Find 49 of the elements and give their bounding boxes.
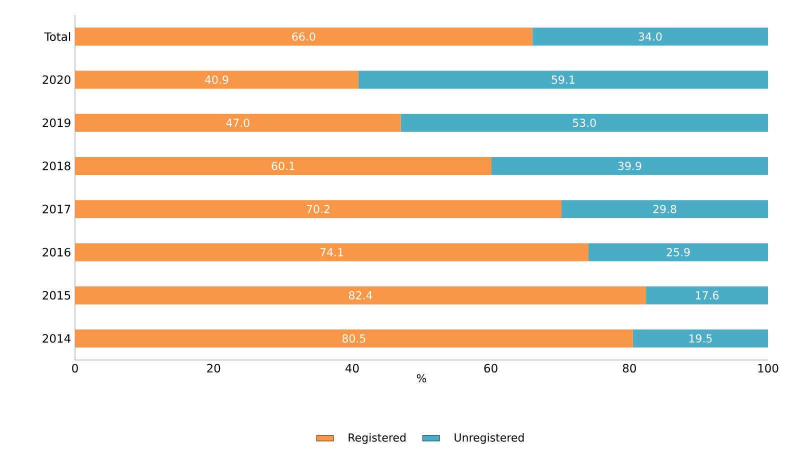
y-tick-label: 2019	[42, 118, 70, 128]
bar	[646, 286, 768, 304]
bar	[561, 200, 768, 218]
bar	[75, 70, 358, 89]
bar	[75, 286, 646, 304]
bar	[632, 329, 768, 348]
data-label: 82.4	[349, 291, 372, 300]
data-label: 70.2	[306, 204, 330, 214]
data-label: 53.0	[572, 118, 596, 127]
y-tick-label: 2018	[42, 162, 70, 170]
x-tick-label: 0	[72, 364, 78, 373]
bar	[75, 329, 633, 348]
x-tick-label: 40	[345, 364, 359, 373]
y-tick-label: Total	[44, 32, 70, 42]
bar	[75, 156, 492, 175]
legend-label: Registered	[348, 433, 406, 444]
y-tick-label: 2014	[42, 334, 70, 343]
bar	[400, 114, 768, 132]
data-label: 17.6	[696, 291, 719, 300]
bar	[75, 114, 401, 132]
x-tick-label: 20	[207, 364, 220, 373]
y-tick-label: 2015	[42, 290, 70, 300]
data-label: 40.9	[205, 76, 228, 84]
data-label: 34.0	[638, 32, 662, 41]
data-label: 66.0	[292, 32, 316, 41]
data-label: 25.9	[666, 248, 690, 256]
data-label: 47.0	[226, 118, 250, 127]
bar	[75, 28, 532, 46]
bar	[75, 200, 562, 218]
data-label: 60.1	[272, 162, 294, 170]
x-tick-label: 80	[622, 364, 636, 373]
y-tick-label: 2017	[42, 204, 70, 214]
x-tick-label: 60	[484, 364, 498, 373]
data-label: 39.9	[618, 162, 642, 170]
y-tick-label: 2020	[42, 75, 70, 84]
bar	[358, 70, 768, 89]
bar	[588, 243, 768, 262]
x-axis-title: %	[416, 374, 426, 382]
data-label: 80.5	[342, 334, 366, 343]
data-label: 29.8	[653, 204, 676, 214]
y-tick-label: 2016	[42, 248, 70, 257]
legend-label: Unregistered	[454, 433, 524, 444]
x-tick-label: 100	[758, 364, 778, 373]
data-label: 74.1	[320, 248, 343, 256]
data-label: 19.5	[689, 334, 712, 343]
bar	[75, 243, 589, 262]
bar	[491, 156, 768, 175]
data-label: 59.1	[552, 76, 574, 84]
bar	[532, 28, 768, 46]
